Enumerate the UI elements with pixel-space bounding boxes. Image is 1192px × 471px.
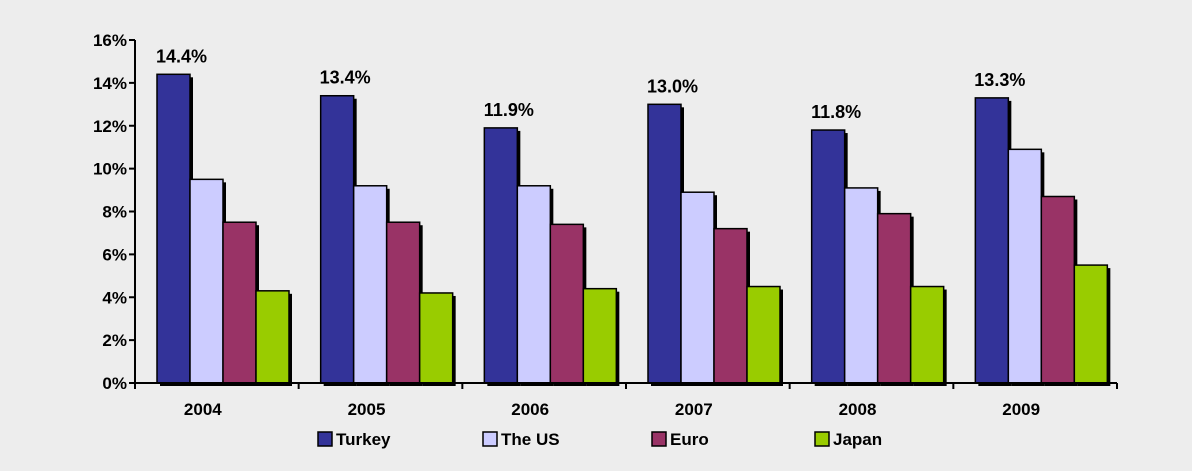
y-tick-label: 16% <box>93 31 127 50</box>
bar-euro-2004 <box>222 221 257 384</box>
y-tick-label: 2% <box>102 331 127 350</box>
bar-japan-2006 <box>582 287 618 384</box>
bar-turkey-2004 <box>156 73 191 384</box>
bar-euro-2006 <box>549 223 585 384</box>
data-label: 11.9% <box>484 100 534 120</box>
bar-japan-2004 <box>255 290 290 384</box>
legend-label: The US <box>501 430 560 449</box>
data-label: 13.4% <box>320 68 371 88</box>
bar-the-us-2006 <box>516 185 552 384</box>
x-tick-label: 2009 <box>1002 400 1040 419</box>
legend-swatch-turkey <box>317 431 333 447</box>
x-tick-label: 2005 <box>348 400 386 419</box>
y-tick-label: 6% <box>102 245 127 264</box>
bar-japan-2007 <box>746 285 781 384</box>
y-axis: 0% 2% 4% 6% 8% 10% 12% 14% 16% <box>93 31 136 393</box>
legend-label: Euro <box>670 430 709 449</box>
data-label: 11.8% <box>811 102 861 122</box>
y-tick-label: 14% <box>93 74 127 93</box>
bar-turkey-2007 <box>647 103 682 384</box>
y-tick-label: 10% <box>93 160 127 179</box>
x-axis: 2004 2005 2006 2007 2008 2009 <box>134 382 1118 419</box>
x-tick-label: 2008 <box>839 400 877 419</box>
data-label: 13.3% <box>974 70 1025 90</box>
data-label: 14.4% <box>156 46 207 66</box>
bar-turkey-2005 <box>319 94 355 384</box>
bar-japan-2005 <box>418 292 454 384</box>
bar-the-us-2008 <box>843 187 879 384</box>
data-label: 13.0% <box>647 76 698 96</box>
data-labels: 14.4% 13.4% 11.9% 13.0% 11.8% 13.3% <box>156 46 1025 122</box>
y-tick-label: 12% <box>93 117 127 136</box>
bar-euro-2008 <box>876 212 912 384</box>
y-tick-label: 8% <box>102 203 127 222</box>
legend-swatch-japan <box>814 431 830 447</box>
bar-euro-2009 <box>1040 195 1076 384</box>
bar-the-us-2005 <box>352 185 388 384</box>
bar-the-us-2004 <box>189 178 224 384</box>
legend-label: Japan <box>833 430 882 449</box>
x-tick-label: 2006 <box>511 400 549 419</box>
legend-swatch-euro <box>651 431 667 447</box>
legend-swatch-the-us <box>482 431 498 447</box>
legend-label: Turkey <box>336 430 391 449</box>
bar-euro-2005 <box>385 221 421 384</box>
bar-turkey-2006 <box>483 127 519 384</box>
x-tick-label: 2007 <box>675 400 713 419</box>
y-tick-label: 4% <box>102 288 127 307</box>
bar-turkey-2008 <box>810 129 846 384</box>
x-tick-label: 2004 <box>184 400 222 419</box>
bars <box>156 73 1111 387</box>
legend: Turkey The US Euro Japan <box>317 430 882 449</box>
bar-the-us-2007 <box>680 191 715 384</box>
bar-turkey-2009 <box>974 97 1010 384</box>
bar-euro-2007 <box>713 227 748 384</box>
bar-japan-2008 <box>909 285 945 384</box>
bar-japan-2009 <box>1073 264 1109 384</box>
y-tick-label: 0% <box>102 374 127 393</box>
bar-the-us-2009 <box>1007 148 1043 384</box>
